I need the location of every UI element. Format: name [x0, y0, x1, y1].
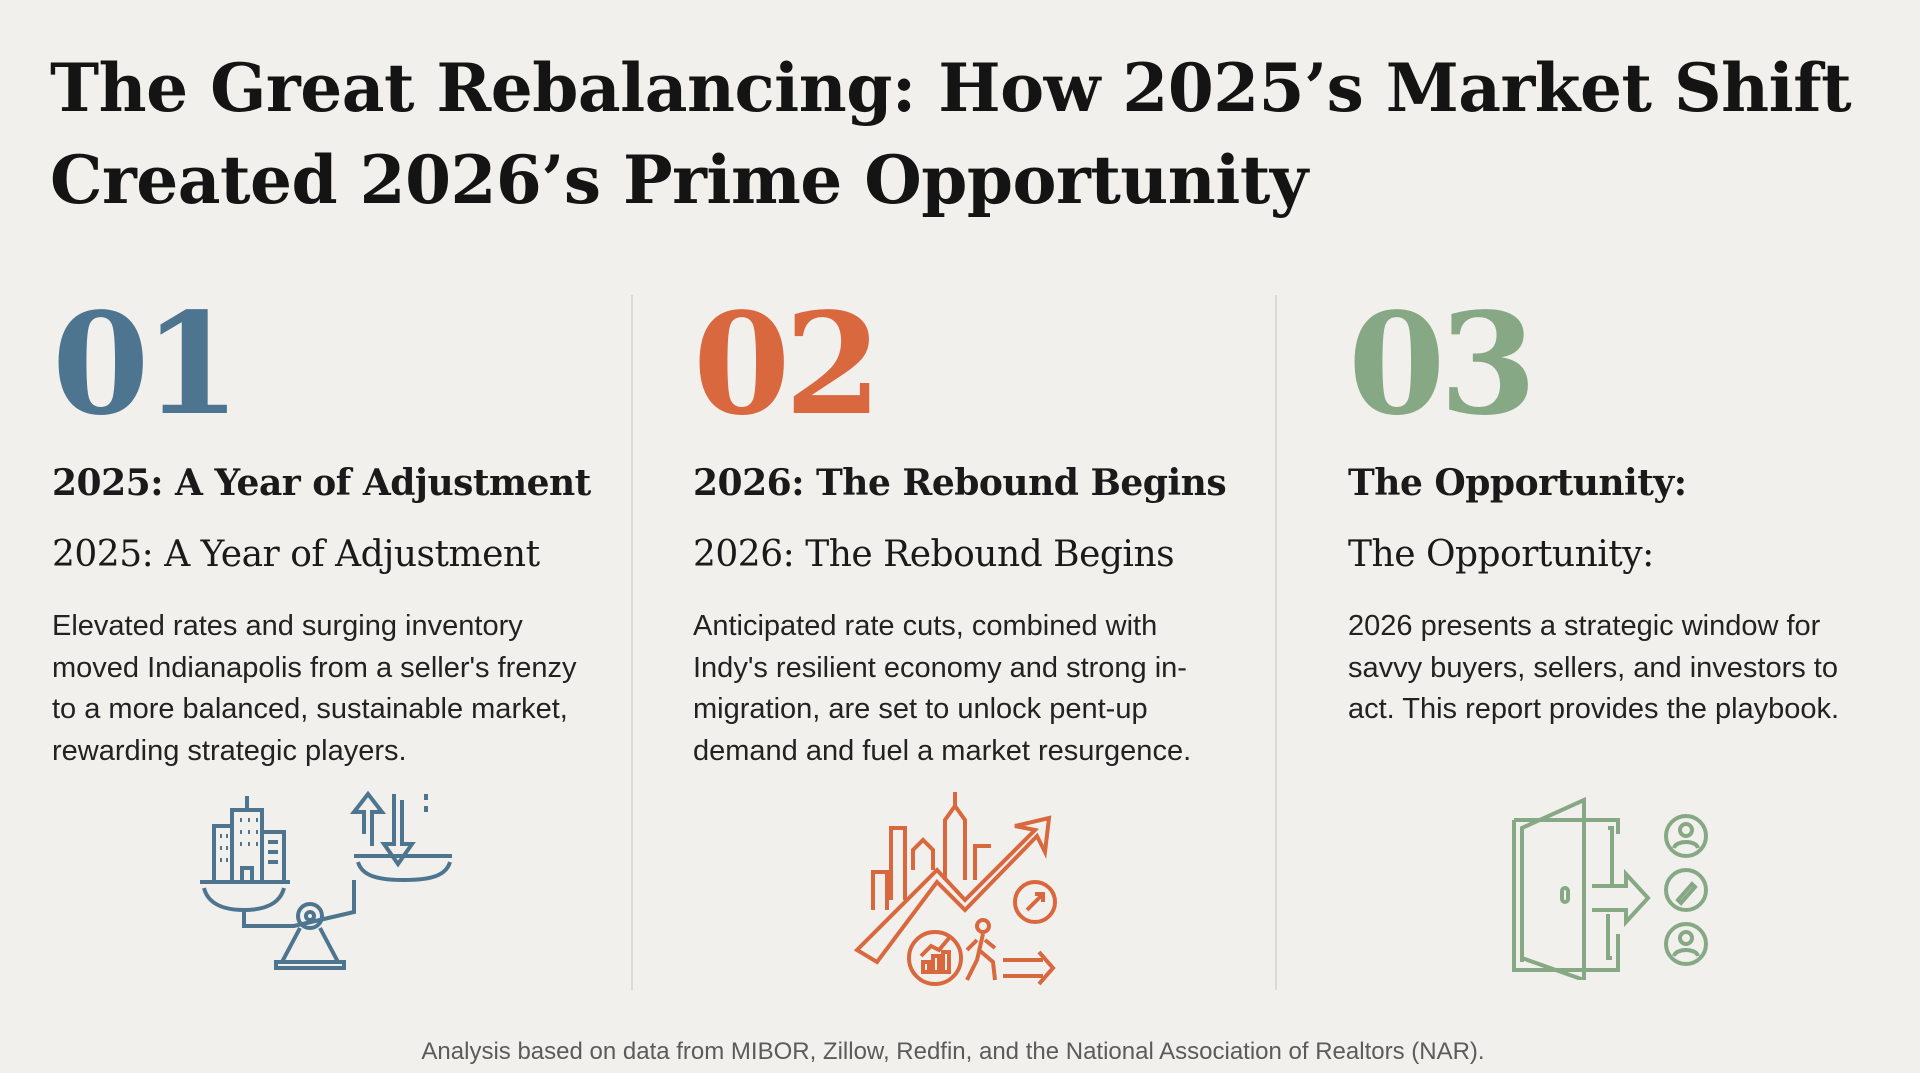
section-heading: 2026: The Rebound Begins: [693, 462, 1227, 504]
column-divider: [631, 295, 633, 990]
section-body: Anticipated rate cuts, combined with Ind…: [693, 610, 1192, 767]
section-body: Elevated rates and surging inventory mov…: [52, 610, 577, 767]
city-growth-arrow-icon: [853, 792, 1057, 986]
section-subheading: The Opportunity:: [1348, 534, 1654, 575]
source-footnote: Analysis based on data from MIBOR, Zillo…: [421, 1038, 1485, 1065]
section-subheading: 2026: The Rebound Begins: [693, 534, 1175, 575]
section-heading: 2025: A Year of Adjustment: [52, 462, 591, 504]
column-divider: [1275, 295, 1277, 990]
section-number: 03: [1348, 283, 1537, 447]
column-adjustment: 01 2025: A Year of Adjustment 2025: A Ye…: [52, 290, 612, 1010]
section-subheading: 2025: A Year of Adjustment: [52, 534, 540, 575]
column-opportunity: 03 The Opportunity: The Opportunity: 202…: [1348, 290, 1908, 1010]
page-title: The Great Rebalancing: How 2025’s Market…: [50, 49, 1852, 219]
section-heading: The Opportunity:: [1348, 462, 1687, 504]
section-body: 2026 presents a strategic window for sav…: [1348, 610, 1840, 725]
section-number: 01: [52, 283, 241, 447]
open-door-people-icon: [1512, 796, 1708, 980]
section-number: 02: [693, 283, 882, 447]
column-rebound: 02 2026: The Rebound Begins 2026: The Re…: [693, 290, 1253, 1010]
scale-buildings-arrows-icon: [200, 790, 452, 970]
